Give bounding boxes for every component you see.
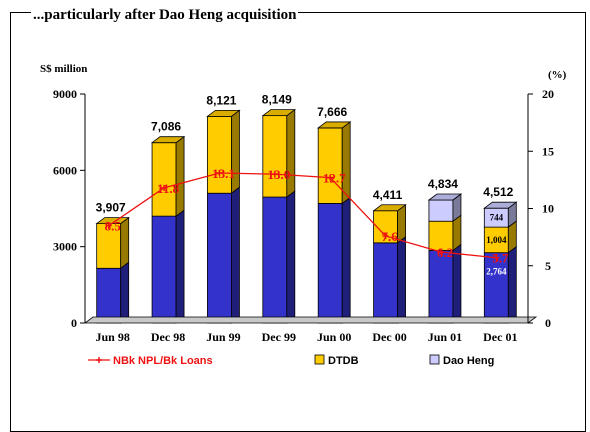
npl-label-dec-01: 5.7 [492, 251, 509, 266]
legend-label-dtdb: DTDB [328, 355, 359, 367]
x-tick-label-jun-99: Jun 99 [206, 330, 240, 344]
bar-jun-01-top [427, 193, 463, 201]
total-label-jun-99: 8,121 [206, 93, 236, 107]
bar-dec-00-s0-side [397, 236, 406, 324]
npl-label-jun-01: 6.2 [437, 245, 453, 260]
left-tick-label: 0 [71, 316, 77, 330]
bar-jun-99-s0-side [231, 186, 240, 324]
bar-jun-01-s2 [428, 199, 454, 222]
left-tick-label: 3000 [53, 240, 77, 254]
labels-layer: 3,907 7,086 8,121 8,149 7,666 4,411 4,834 4,512… [96, 93, 514, 277]
total-label-jun-98: 3,907 [96, 201, 126, 215]
npl-line-layer: 8.5 11.8 13.1 13.0 12.7 7.6 6.2 5.7 [105, 166, 509, 266]
bar-jun-00-s0 [317, 203, 343, 324]
segment-label-dec-01-s1: 1,004 [486, 235, 507, 245]
x-tick-label-dec-01: Dec 01 [483, 330, 517, 344]
bar-dec-01-s0 [483, 252, 509, 324]
npl-point-jun-99 [216, 170, 223, 177]
npl-point-jun-98 [105, 222, 112, 229]
segment-label-dec-01-s2: 744 [490, 213, 504, 223]
npl-point-jun-01 [437, 249, 444, 256]
legend-label-dao-heng: Dao Heng [443, 355, 494, 367]
npl-chart: 0 3000 6000 9000 0 5 10 15 20 S$ million (%) Jun 98… [40, 63, 567, 367]
npl-label-dec-00: 7.6 [381, 229, 398, 244]
bar-jun-99-s0 [207, 192, 232, 324]
npl-label-jun-98: 8.5 [105, 219, 122, 234]
bar-dec-99-s1 [262, 115, 288, 198]
right-unit-label: (%) [548, 69, 567, 81]
right-tick-label: 15 [542, 144, 554, 158]
bar-jun-98-s1-side [120, 216, 130, 270]
bar-jun-99-s1 [207, 115, 232, 194]
chart-floor [83, 316, 538, 324]
bar-dec-98-s1-side [175, 135, 185, 217]
right-tick-label: 5 [545, 259, 551, 273]
bar-jun-01-s0 [428, 250, 454, 324]
bar-jun-99-top [206, 109, 241, 117]
legend-swatch-dao-heng [429, 354, 440, 365]
bar-jun-01-s1 [428, 220, 454, 251]
bar-dec-99-top [261, 109, 297, 117]
right-tick-label: 20 [542, 87, 554, 101]
bar-dec-00-s1-side [397, 203, 406, 244]
x-tick-label-dec-99: Dec 99 [262, 330, 296, 344]
npl-label-dec-99: 13.0 [267, 167, 290, 182]
bars-layer [95, 108, 518, 324]
right-tick-label: 10 [542, 202, 554, 216]
bar-dec-99-s0-side [286, 190, 296, 324]
bar-dec-01-s1 [483, 226, 509, 254]
left-unit-label: S$ million [40, 63, 87, 75]
total-label-jun-00: 7,666 [317, 105, 347, 119]
x-tick-label-dec-00: Dec 00 [372, 330, 406, 344]
total-label-dec-01: 4,512 [483, 185, 513, 199]
bar-jun-01-s0-side [452, 243, 462, 324]
npl-point-dec-99 [271, 171, 278, 178]
npl-label-jun-99: 13.1 [212, 166, 235, 181]
bar-dec-98-s1 [151, 142, 177, 217]
bar-jun-98-s0-side [120, 261, 130, 324]
left-tick-label: 9000 [53, 87, 77, 101]
bar-dec-01-s0-side [507, 245, 517, 324]
npl-point-jun-00 [327, 174, 334, 181]
legend-swatch-dtdb [314, 354, 325, 365]
bar-dec-00-s0 [373, 242, 398, 324]
axes-layer: 0 3000 6000 9000 0 5 10 15 20 S$ million (%) Jun 98… [40, 63, 567, 344]
x-tick-label-jun-00: Jun 00 [317, 330, 351, 344]
bar-jun-00-s0-side [341, 196, 351, 324]
npl-label-dec-98: 11.8 [157, 181, 180, 196]
bar-dec-98-s0-side [175, 209, 185, 324]
left-tick-label: 6000 [53, 163, 77, 177]
x-tick-label-dec-98: Dec 98 [151, 330, 185, 344]
npl-line [108, 172, 497, 259]
bar-jun-00-s1 [317, 127, 343, 204]
bar-dec-98-top [150, 136, 186, 144]
bar-dec-00-top [372, 204, 407, 212]
slide-title: ...particularly after Dao Heng acquisiti… [31, 7, 299, 24]
npl-point-dec-01 [493, 254, 500, 261]
x-tick-label-jun-01: Jun 01 [428, 330, 462, 344]
npl-point-dec-00 [382, 232, 389, 239]
total-label-jun-01: 4,834 [428, 177, 458, 191]
legend: NBk NPL/Bk Loans DTDB Dao Heng [88, 354, 494, 367]
legend-line-marker [96, 357, 102, 363]
x-tick-label-jun-98: Jun 98 [96, 330, 130, 344]
bar-dec-01-top [483, 201, 518, 209]
npl-point-dec-98 [161, 184, 168, 191]
bar-dec-99-s0 [262, 196, 288, 324]
bar-jun-00-top [316, 121, 352, 129]
legend-label-npl: NBk NPL/Bk Loans [113, 355, 213, 367]
bar-dec-98-s0 [151, 215, 177, 324]
bar-jun-98-s0 [96, 267, 122, 324]
npl-label-jun-00: 12.7 [323, 171, 346, 186]
bar-dec-99-s1-side [286, 108, 296, 198]
segment-label-dec-01-s0: 2,764 [486, 267, 507, 277]
right-tick-label: 0 [545, 316, 551, 330]
total-label-dec-98: 7,086 [151, 120, 181, 134]
total-label-dec-00: 4,411 [373, 188, 403, 202]
total-label-dec-99: 8,149 [262, 93, 292, 107]
